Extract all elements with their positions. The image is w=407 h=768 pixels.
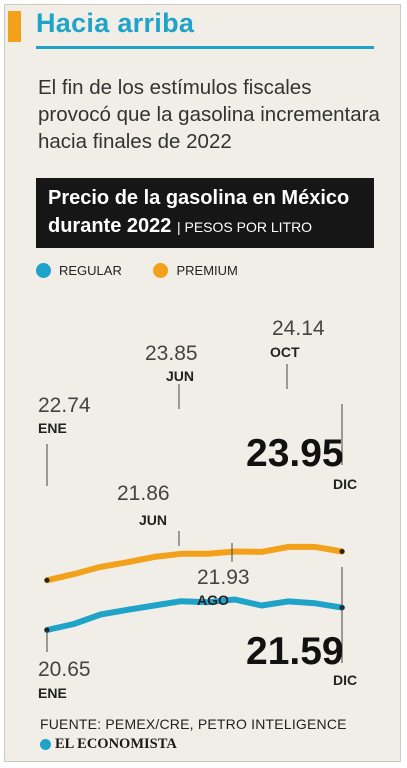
brand-name: EL ECONOMISTA [55,736,177,752]
annotation-value-premium-ene: 22.74 [38,394,91,417]
infographic-frame [4,4,401,762]
annotation-value-regular-jun: 21.86 [117,482,170,505]
chart-units: | PESOS POR LITRO [176,219,313,235]
annotation-value-regular-ene: 20.65 [38,658,91,681]
annotation-value-premium-dic: 23.95 [246,432,344,475]
annotation-month-regular-ene: ENE [38,685,67,701]
series-line-premium [44,543,345,584]
annotation-value-premium-jun: 23.85 [145,342,198,365]
legend-label-regular: REGULAR [59,263,122,278]
data-point-premium-ene [44,577,50,583]
header-accent-bar [8,11,21,42]
annotation-value-premium-oct: 24.14 [272,317,325,340]
brand-logo: EL ECONOMISTA [40,736,177,753]
chart-title-line-2: durante 2022 | PESOS POR LITRO [48,215,312,238]
series-line-regular [44,596,345,633]
chart-title-box: Precio de la gasolina en México durante … [36,178,374,248]
legend-item-premium: PREMIUM [153,263,238,278]
chart-title-line-1: Precio de la gasolina en México [48,187,350,209]
annotation-value-regular-ago: 21.93 [197,566,250,589]
legend-dot-premium [153,263,169,278]
annotation-month-premium-ene: ENE [38,420,67,436]
intro-text: El fin de los estímulos fiscales provocó… [38,76,380,153]
chart-units-text: PESOS POR LITRO [184,219,313,235]
source-note: FUENTE: PEMEX/CRE, PETRO INTELIGENCE [40,716,347,732]
chart-legend: REGULAR PREMIUM [36,263,266,281]
annotation-value-regular-dic: 21.59 [246,630,344,673]
annotation-month-regular-ago: AGO [197,592,229,608]
brand-mark-icon [40,739,51,750]
annotation-month-regular-jun: JUN [139,512,167,528]
annotation-month-premium-oct: OCT [270,344,300,360]
chart-title-year: durante 2022 [48,215,172,237]
header-rule [36,46,374,49]
data-point-premium-dic [339,548,345,554]
header-title: Hacia arriba [36,8,195,38]
annotation-month-premium-jun: JUN [166,368,194,384]
legend-dot-regular [36,263,51,278]
legend-label-premium: PREMIUM [176,263,238,278]
annotation-month-premium-dic: DIC [333,476,357,492]
legend-item-regular: REGULAR [36,263,122,278]
annotation-month-regular-dic: DIC [333,672,357,688]
